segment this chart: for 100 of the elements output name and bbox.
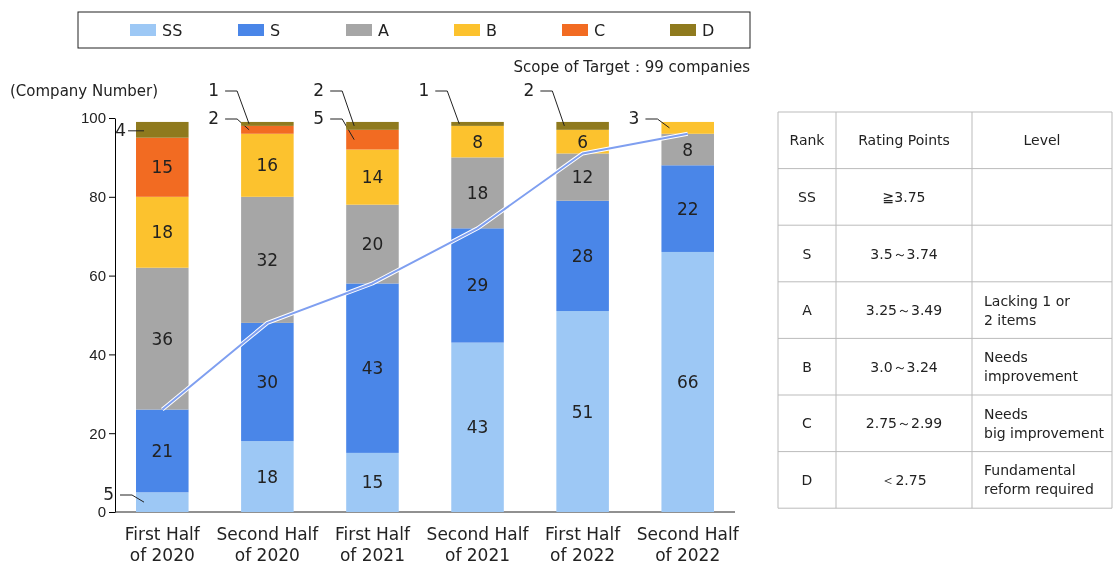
bar xyxy=(136,196,189,268)
bar xyxy=(241,125,294,134)
data-label: 16 xyxy=(256,155,279,176)
bar xyxy=(451,125,504,158)
x-tick-label: First Half of 2022 xyxy=(545,524,622,566)
text: C xyxy=(802,415,813,432)
data-label: 2 xyxy=(208,108,220,128)
text: 3.25～3.49 xyxy=(865,302,943,319)
bar xyxy=(556,153,609,201)
text: SS xyxy=(798,188,816,205)
bar xyxy=(451,342,504,512)
x-tick-label: Second Half of 2020 xyxy=(216,524,320,566)
data-label: 1 xyxy=(208,80,220,100)
bar xyxy=(346,452,399,512)
data-label: 29 xyxy=(466,275,489,296)
y-tick-label: 0 xyxy=(97,503,106,521)
bar xyxy=(346,283,399,453)
bar xyxy=(346,121,399,130)
legend-label: C xyxy=(594,21,606,40)
data-label: 32 xyxy=(256,249,279,270)
legend-label: SS xyxy=(162,21,183,40)
bar xyxy=(556,200,609,312)
bar xyxy=(556,121,609,130)
data-label: 30 xyxy=(256,371,279,392)
data-label: 8 xyxy=(472,131,483,152)
bar xyxy=(346,149,399,205)
data-label: 15 xyxy=(361,472,384,493)
bar xyxy=(661,165,714,252)
bar xyxy=(136,267,189,410)
data-label: 15 xyxy=(151,157,174,178)
bar xyxy=(556,311,609,512)
data-label: 18 xyxy=(466,182,489,203)
bar xyxy=(451,121,504,126)
x-tick-label: Second Half of 2022 xyxy=(636,524,740,566)
chart-subtitle: Scope of Target：99 companies xyxy=(513,58,751,76)
text: D xyxy=(801,471,813,488)
bar xyxy=(241,133,294,197)
bar xyxy=(346,204,399,284)
text: Needs improvement xyxy=(984,349,1079,385)
bar xyxy=(661,121,714,134)
bar xyxy=(136,492,189,512)
data-label: 18 xyxy=(256,466,279,487)
data-label: 5 xyxy=(313,108,325,128)
text: Level xyxy=(1023,132,1061,149)
bar xyxy=(451,228,504,343)
bar xyxy=(136,409,189,493)
text: A xyxy=(802,302,813,319)
data-label: 28 xyxy=(571,245,594,266)
data-label: 36 xyxy=(151,328,174,349)
data-label: 2 xyxy=(523,80,535,100)
legend-label: B xyxy=(486,21,497,40)
data-label: 5 xyxy=(103,484,115,504)
text: ≧3.75 xyxy=(882,188,926,205)
data-label: 6 xyxy=(577,131,589,152)
data-label: 18 xyxy=(151,222,174,243)
data-label: 4 xyxy=(115,119,127,140)
bar xyxy=(241,441,294,512)
bar xyxy=(661,251,714,512)
data-label: 1 xyxy=(418,80,430,100)
legend-label: A xyxy=(378,21,389,40)
text: B xyxy=(802,358,812,375)
y-axis-title: (Company Number) xyxy=(10,82,159,100)
data-label: 20 xyxy=(361,234,384,255)
text: S xyxy=(802,245,812,262)
x-tick-label: First Half of 2020 xyxy=(124,524,201,566)
text: 2.75～2.99 xyxy=(865,415,943,432)
x-tick-label: Second Half of 2021 xyxy=(426,524,530,566)
legend-label: S xyxy=(270,21,281,40)
text: Lacking 1 or 2 items xyxy=(984,292,1071,328)
y-tick-label: 100 xyxy=(80,109,106,127)
y-tick-label: 20 xyxy=(89,424,106,442)
bar xyxy=(241,196,294,323)
bar xyxy=(136,137,189,197)
text: ＜2.75 xyxy=(881,471,927,488)
data-label: 51 xyxy=(571,401,594,422)
data-label: 43 xyxy=(466,417,489,438)
bar xyxy=(346,129,399,150)
data-label: 66 xyxy=(676,371,699,392)
y-tick-label: 60 xyxy=(89,266,106,284)
data-label: 8 xyxy=(682,139,694,160)
legend-label: D xyxy=(702,21,715,40)
text: 3.5～3.74 xyxy=(870,245,938,262)
y-tick-label: 40 xyxy=(89,345,106,363)
data-label: 14 xyxy=(361,167,384,188)
text: Rating Points xyxy=(858,132,950,149)
bar xyxy=(136,121,189,138)
text: Fundamental reform required xyxy=(984,462,1094,498)
bar xyxy=(241,322,294,442)
y-tick-label: 80 xyxy=(89,188,106,206)
data-label: 3 xyxy=(628,108,640,128)
data-label: 2 xyxy=(313,80,325,100)
bar xyxy=(241,121,294,126)
data-label: 21 xyxy=(151,440,174,461)
text: 3.0～3.24 xyxy=(870,358,938,375)
text: Rank xyxy=(789,132,826,149)
text: Needs big improvement xyxy=(984,405,1105,441)
data-label: 12 xyxy=(571,167,594,188)
x-tick-label: First Half of 2021 xyxy=(334,524,412,566)
bar xyxy=(451,157,504,229)
data-label: 22 xyxy=(676,198,699,219)
